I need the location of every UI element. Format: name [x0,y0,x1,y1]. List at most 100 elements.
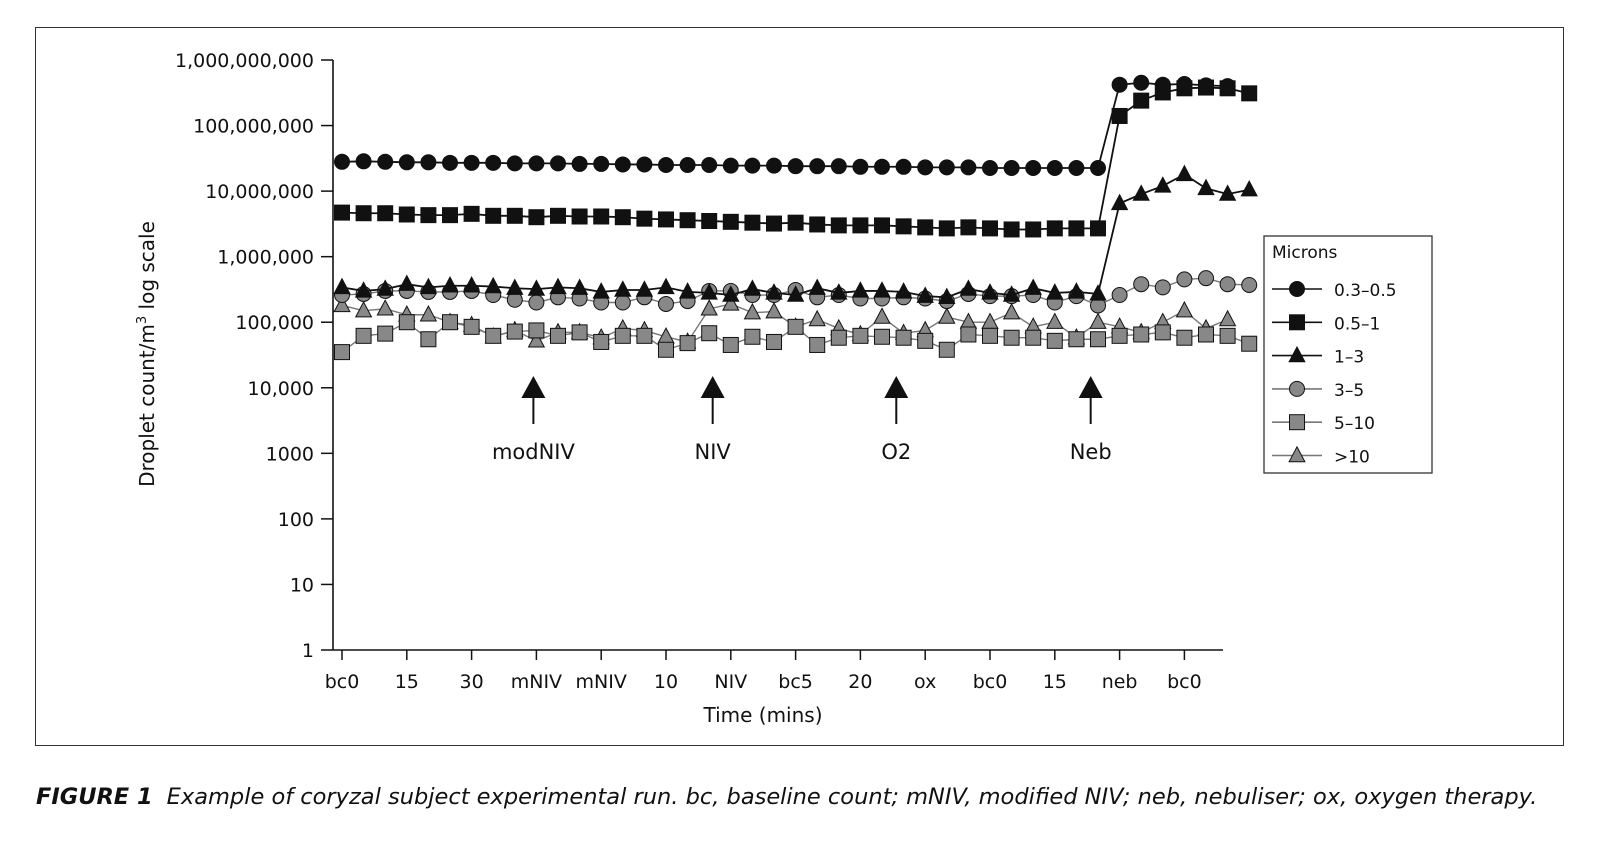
legend-label: 1–3 [1334,348,1364,368]
data-point [679,157,696,174]
annotation-niv: NIV [695,376,731,464]
legend-entry: 5–10 [1272,414,1375,434]
data-point [354,300,373,318]
data-point [1111,76,1128,93]
data-point [874,328,890,345]
data-point [982,220,998,237]
data-point [614,156,631,173]
data-point [334,344,350,361]
data-point [376,299,394,316]
data-point [442,207,458,224]
data-point [679,335,696,352]
data-point [679,212,696,229]
legend-entry: 3–5 [1272,380,1364,401]
data-point [809,336,826,353]
data-point [938,220,955,237]
x-tick-label: 15 [395,671,419,693]
series-0-5-1 [334,79,1258,238]
x-tick-label: 30 [460,671,484,693]
data-point [1003,160,1020,177]
x-tick-label: mNIV [511,671,562,693]
data-point [506,323,523,340]
data-point [938,287,956,304]
data-point [463,205,480,222]
data-point [722,157,739,174]
data-point [1046,220,1063,237]
data-point [959,279,978,296]
data-point [614,280,632,297]
data-point [614,209,631,226]
data-point [981,283,999,300]
data-point [484,276,502,294]
data-point [354,281,373,298]
data-point [1090,331,1106,348]
data-point [1241,276,1258,293]
data-point [441,276,459,293]
data-point [1175,300,1194,318]
y-axis: 1 10 100 1000 10,000 100,000 1,000,000 10,000,0… [135,50,334,662]
data-point [960,326,977,343]
arrow-head [521,376,546,398]
data-point [527,331,546,348]
data-point [1132,184,1150,201]
legend-label: 3–5 [1334,381,1364,401]
data-point [873,281,891,298]
data-point [1025,329,1042,346]
y-tick-label: 100 [278,509,314,531]
data-point [744,328,761,345]
y-tick-label: 1,000,000,000 [175,50,314,72]
data-point [787,158,804,175]
data-point [420,331,437,348]
legend-label: 0.5–1 [1334,314,1380,334]
data-point [1024,278,1042,295]
data-point [420,154,437,171]
data-point [571,208,588,225]
figure-caption: FIGURE 1 Example of coryzal subject exper… [36,784,1537,810]
data-point [334,153,350,170]
caption-text: Example of coryzal subject experimental … [166,784,1538,810]
figure-frame [35,27,1564,746]
data-point [830,158,847,175]
data-point [765,283,783,300]
data-point [398,314,415,331]
data-point [550,155,566,172]
data-point [1046,283,1064,300]
data-point [895,218,912,235]
data-point [506,207,523,224]
data-point [981,312,999,329]
data-point [1089,284,1107,301]
data-point [1046,312,1064,329]
data-point [1068,220,1085,237]
data-point [658,157,674,174]
data-point [1046,332,1063,349]
data-point [700,299,718,316]
data-point [809,158,826,175]
data-point [1219,78,1236,95]
data-point [658,295,674,312]
data-point [571,324,588,341]
arrow-head [700,376,725,398]
data-point [701,157,718,174]
data-point [722,213,739,230]
data-point [592,282,610,299]
y-tick-label: 100,000,000 [193,116,314,138]
y-tick-label: 1000 [266,443,314,465]
data-point [635,280,654,297]
data-point [355,327,372,344]
data-point [1198,326,1214,343]
legend-marker [1289,281,1305,297]
legend: Microns 0.3–0.5 0.5–1 1–3 3–5 5–10 >10 [1263,235,1433,474]
data-point [1089,312,1107,329]
legend-entry: 0.3–0.5 [1272,281,1397,301]
legend-label: 5–10 [1334,414,1375,434]
data-point [377,205,394,222]
data-point [1068,160,1085,177]
data-point [1110,193,1129,211]
data-point [982,160,998,177]
data-point [786,285,805,302]
y-tick-label: 10 [290,574,314,596]
legend-marker [1289,380,1305,397]
series-0-3-0-5 [334,74,1236,177]
series-line [341,81,1228,169]
data-point [1154,279,1171,296]
